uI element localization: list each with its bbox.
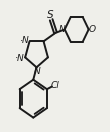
Text: O: O xyxy=(88,25,95,34)
Text: ·: · xyxy=(20,36,23,46)
Text: N: N xyxy=(21,36,28,45)
Text: N: N xyxy=(34,67,40,76)
Text: N: N xyxy=(58,25,65,34)
Text: N: N xyxy=(17,54,24,63)
Text: Cl: Cl xyxy=(50,81,59,90)
Text: S: S xyxy=(47,10,53,20)
Text: ·: · xyxy=(15,53,19,63)
